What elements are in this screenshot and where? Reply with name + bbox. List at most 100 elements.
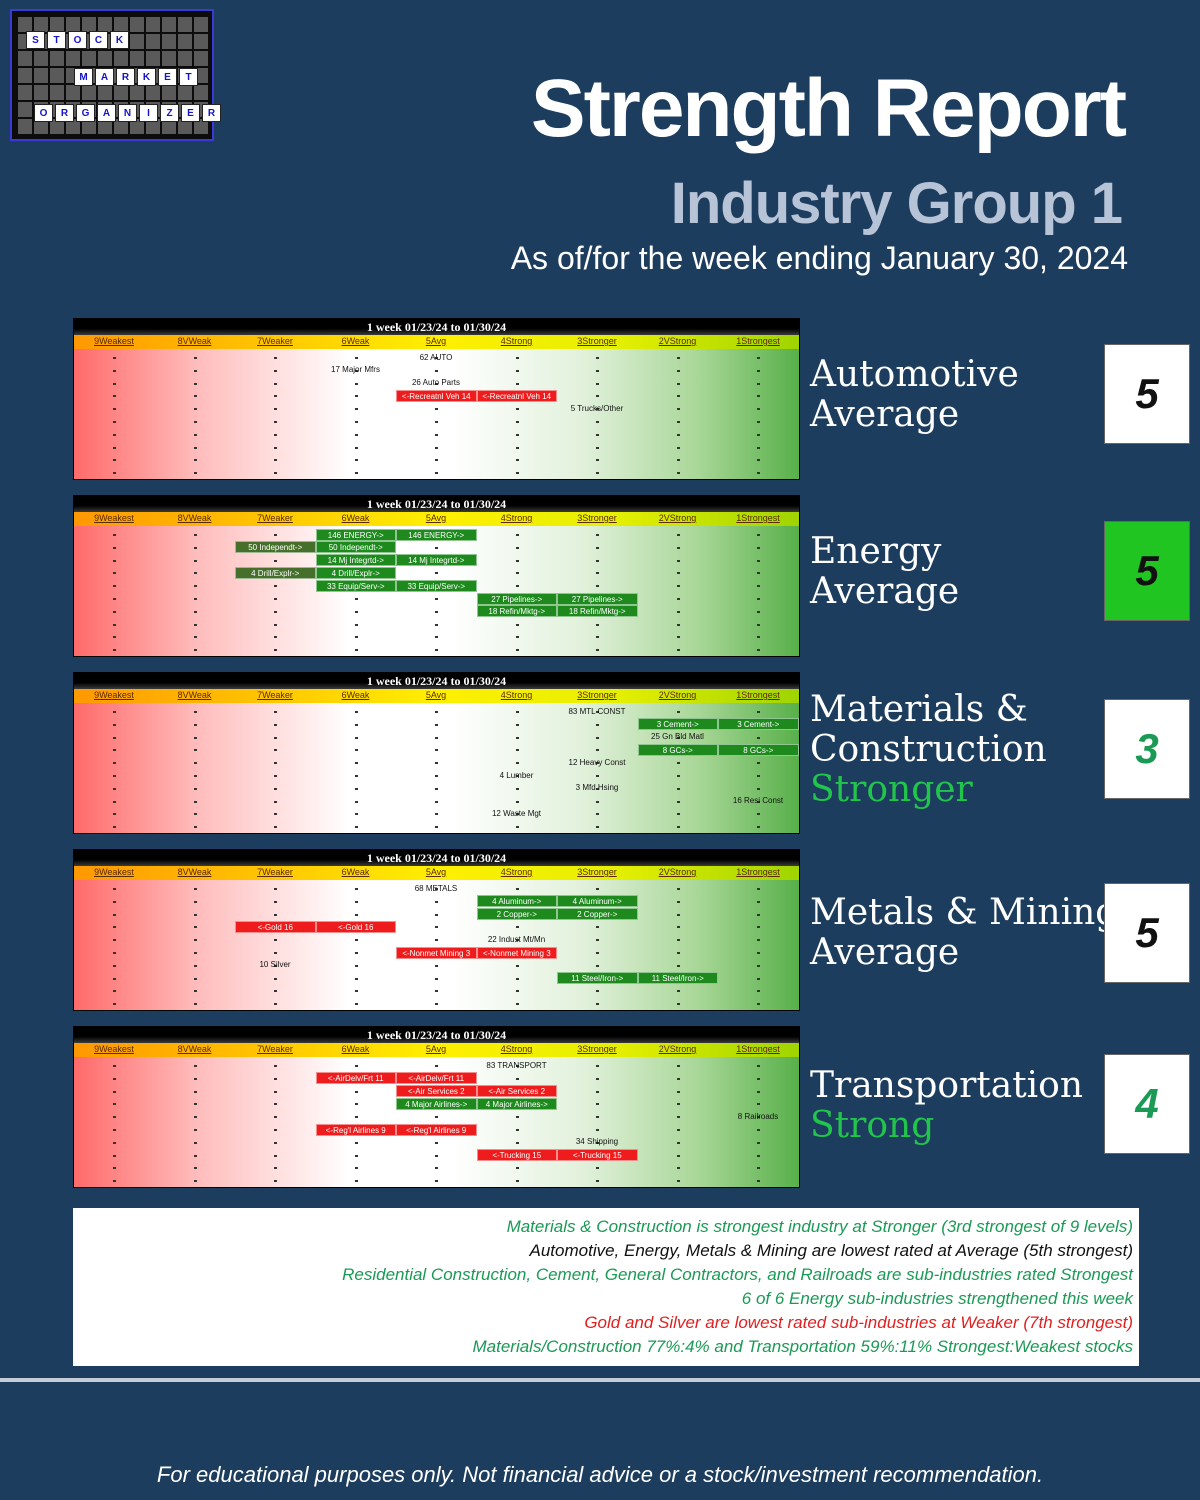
- grid-dot: [274, 749, 277, 752]
- grid-dot: [435, 900, 438, 903]
- grid-dot: [113, 990, 116, 993]
- grid-dot: [193, 826, 197, 829]
- grid-dot: [676, 433, 680, 436]
- sub-industry-label: <-AirDelv/Frt 11: [396, 1072, 477, 1085]
- level-label: 9Weakest: [94, 1044, 134, 1054]
- grid-dot: [757, 1090, 760, 1093]
- grid-dot: [757, 1154, 760, 1157]
- logo-letter: K: [137, 68, 156, 86]
- grid-dot: [274, 990, 277, 993]
- sub-industry-label: 8 GCs->: [637, 743, 718, 756]
- grid-dot: [354, 1180, 358, 1183]
- grid-dot: [676, 990, 680, 993]
- grid-dot: [193, 800, 197, 803]
- grid-dot: [757, 636, 760, 639]
- level-label: 3Stronger: [577, 336, 617, 346]
- grid-dot: [354, 990, 358, 993]
- grid-dot: [757, 649, 760, 652]
- grid-dot: [435, 1141, 438, 1144]
- grid-dot: [435, 749, 438, 752]
- logo-letter: A: [97, 104, 116, 122]
- grid-dot: [193, 888, 197, 890]
- grid-dot: [274, 1103, 277, 1106]
- grid-dot: [435, 649, 438, 652]
- grid-dot: [193, 736, 197, 739]
- grid-dot: [596, 1116, 599, 1119]
- grid-dot: [515, 636, 519, 639]
- grid-dot: [193, 749, 197, 752]
- sub-industry-label: 14 Mj Integrtd->: [315, 554, 396, 567]
- grid-dot: [193, 775, 197, 777]
- strength-panel-1: 1 week 01/23/24 to 01/30/24 9Weakest 8VWea…: [73, 495, 800, 657]
- grid-dot: [193, 433, 197, 436]
- grid-dot: [274, 736, 277, 739]
- grid-dot: [757, 964, 760, 967]
- sub-industry-label: 27 Pipelines->: [476, 592, 557, 605]
- grid-dot: [515, 559, 519, 562]
- grid-dot: [676, 421, 680, 423]
- grid-dot: [274, 787, 277, 790]
- level-label: 1Strongest: [736, 1044, 780, 1054]
- grid-dot: [596, 1065, 599, 1067]
- grid-dot: [113, 585, 116, 588]
- grid-dot: [354, 598, 358, 600]
- grid-dot: [354, 964, 358, 967]
- grid-dot: [274, 813, 277, 816]
- grid-dot: [596, 649, 599, 652]
- grid-dot: [113, 1154, 116, 1157]
- level-label: 8VWeak: [177, 1044, 212, 1054]
- rating-number-box: 4: [1104, 1054, 1190, 1154]
- grid-dot: [274, 952, 277, 954]
- industry-name-rating: Automotive Average: [810, 355, 1019, 435]
- grid-dot: [113, 787, 116, 790]
- grid-dot: [274, 382, 277, 385]
- grid-dot: [193, 1065, 197, 1067]
- level-label: 4Strong: [500, 1044, 533, 1054]
- grid-dot: [757, 1065, 760, 1067]
- grid-dot: [596, 826, 599, 829]
- grid-dot: [193, 357, 197, 359]
- grid-dot: [193, 952, 197, 954]
- grid-dot: [354, 610, 358, 613]
- logo-letter: R: [55, 104, 74, 122]
- grid-dot: [113, 749, 116, 752]
- grid-dot: [515, 800, 519, 803]
- grid-dot: [354, 826, 358, 829]
- level-header: 9Weakest 8VWeak 7Weaker 6Weak 5Avg 4Strong 3St…: [74, 689, 799, 703]
- grid-dot: [515, 572, 519, 575]
- grid-dot: [757, 787, 760, 790]
- grid-dot: [757, 382, 760, 385]
- grid-dot: [193, 787, 197, 790]
- sub-industry-label: 146 ENERGY->: [396, 528, 477, 541]
- grid-dot: [193, 1180, 197, 1183]
- level-label: 1Strongest: [736, 690, 780, 700]
- grid-dot: [676, 813, 680, 816]
- grid-dot: [515, 1129, 519, 1131]
- grid-dot: [354, 888, 358, 890]
- level-label: 3Stronger: [577, 513, 617, 523]
- grid-dot: [596, 952, 599, 954]
- level-label: 1Strongest: [736, 336, 780, 346]
- grid-dot: [274, 610, 277, 613]
- grid-dot: [676, 1116, 680, 1119]
- grid-dot: [676, 649, 680, 652]
- grid-dot: [676, 382, 680, 385]
- grid-dot: [274, 433, 277, 436]
- strength-panel-2: 1 week 01/23/24 to 01/30/24 9Weakest 8VWea…: [73, 672, 800, 834]
- grid-dot: [193, 610, 197, 613]
- grid-dot: [676, 736, 680, 739]
- grid-dot: [113, 1090, 116, 1093]
- grid-dot: [274, 775, 277, 777]
- page-title: Strength Report: [530, 63, 1127, 154]
- grid-dot: [676, 762, 680, 765]
- grid-dot: [193, 711, 197, 713]
- grid-dot: [757, 1180, 760, 1183]
- level-header: 9Weakest 8VWeak 7Weaker 6Weak 5Avg 4Strong 3St…: [74, 335, 799, 349]
- grid-dot: [757, 459, 760, 462]
- level-label: 6Weak: [341, 867, 370, 877]
- grid-dot: [274, 649, 277, 652]
- grid-dot: [676, 408, 680, 411]
- grid-dot: [435, 888, 438, 890]
- grid-dot: [435, 382, 438, 385]
